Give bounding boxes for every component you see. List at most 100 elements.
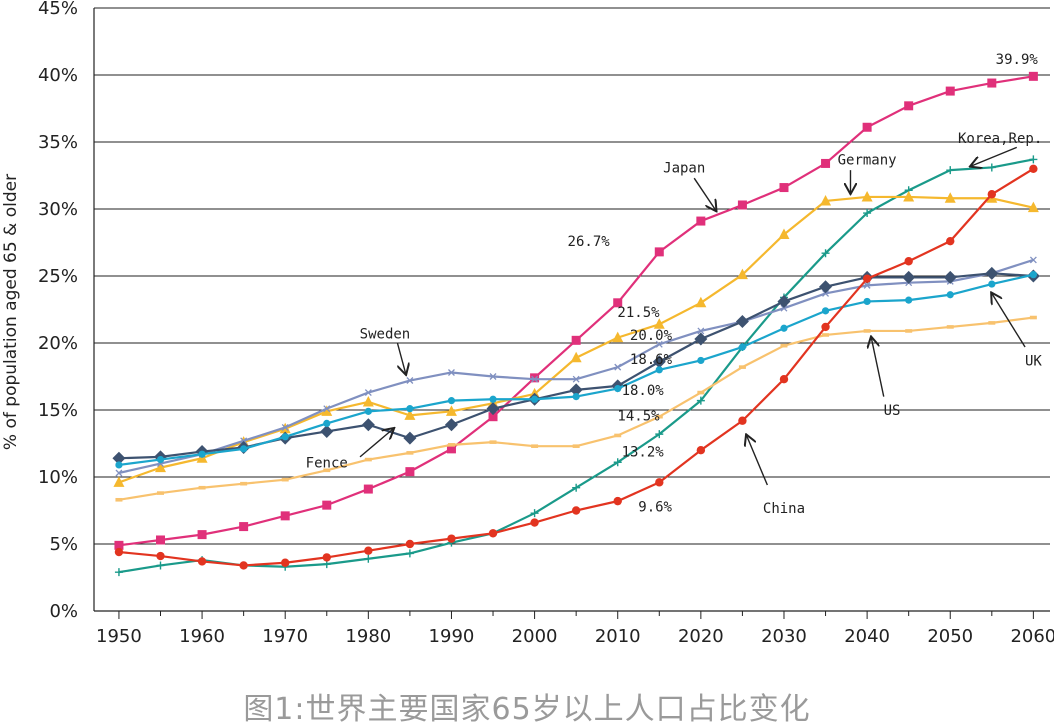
data-point-china bbox=[488, 529, 498, 538]
data-point-us bbox=[697, 390, 705, 395]
data-point-sweden bbox=[1029, 256, 1037, 264]
data-point-japan bbox=[530, 373, 540, 383]
x-tick-label: 2000 bbox=[512, 626, 558, 647]
data-point-uk bbox=[697, 356, 705, 365]
y-tick-label: 25% bbox=[38, 266, 78, 287]
data-point-fence bbox=[361, 418, 375, 432]
data-point-us bbox=[489, 440, 497, 444]
series-china bbox=[114, 164, 1038, 570]
x-tick-label: 2030 bbox=[761, 626, 807, 647]
data-point-japan bbox=[1028, 71, 1038, 81]
value-annotation: 18.6% bbox=[630, 352, 673, 368]
data-point-us bbox=[988, 321, 996, 325]
value-annotation: 9.6% bbox=[638, 499, 672, 515]
data-point-sweden bbox=[115, 469, 123, 477]
data-point-germany bbox=[778, 228, 790, 239]
data-point-germany bbox=[736, 268, 748, 280]
data-point-us bbox=[447, 443, 455, 447]
data-point-sweden bbox=[614, 363, 622, 371]
data-point-us bbox=[863, 329, 871, 333]
data-point-us bbox=[614, 433, 622, 438]
data-point-japan bbox=[363, 484, 373, 494]
series-label-us: US bbox=[884, 403, 901, 419]
data-point-uk bbox=[614, 384, 622, 393]
data-point-uk bbox=[821, 307, 830, 315]
data-point-china bbox=[405, 539, 415, 549]
data-point-uk bbox=[323, 419, 331, 427]
data-point-sweden bbox=[448, 369, 455, 376]
data-point-fence bbox=[569, 383, 583, 397]
data-point-japan bbox=[405, 467, 415, 477]
data-point-korea-rep- bbox=[1029, 155, 1038, 164]
data-point-us bbox=[364, 457, 372, 462]
data-point-us bbox=[531, 444, 539, 448]
data-point-korea-rep- bbox=[364, 554, 373, 563]
x-tick-label: 1960 bbox=[179, 626, 225, 647]
y-tick-label: 5% bbox=[49, 534, 78, 555]
data-point-sweden bbox=[281, 423, 289, 431]
data-point-china bbox=[239, 561, 248, 570]
data-point-sweden bbox=[572, 375, 580, 383]
arrow-fence bbox=[359, 429, 393, 458]
x-tick-label: 1980 bbox=[345, 626, 391, 647]
data-point-china bbox=[364, 546, 373, 555]
x-tick-label: 2040 bbox=[844, 626, 890, 647]
data-point-us bbox=[157, 491, 165, 495]
value-annotation: 13.2% bbox=[622, 445, 665, 461]
data-point-uk bbox=[198, 450, 206, 458]
data-point-us bbox=[115, 497, 123, 502]
y-tick-label: 15% bbox=[38, 400, 78, 421]
x-tick-label: 2060 bbox=[1010, 626, 1054, 647]
data-point-germany bbox=[445, 405, 457, 416]
arrow-uk bbox=[992, 293, 1026, 348]
data-point-uk bbox=[946, 291, 954, 299]
data-point-germany bbox=[695, 296, 707, 308]
data-point-china bbox=[571, 506, 581, 515]
value-annotation: 14.5% bbox=[617, 408, 660, 424]
data-point-sweden bbox=[406, 377, 414, 384]
data-point-us bbox=[655, 414, 663, 419]
data-point-korea-rep- bbox=[655, 430, 664, 439]
annotations-group: 39.9% 26.7% 21.5% 20.0% 18.6% 18.0% 14.5% 13.2%… bbox=[568, 52, 1039, 516]
data-point-uk bbox=[863, 297, 871, 306]
data-point-sweden bbox=[489, 373, 497, 380]
data-point-fence bbox=[652, 355, 666, 369]
series-fence bbox=[112, 266, 1040, 465]
data-point-china bbox=[447, 534, 456, 543]
data-point-fence bbox=[819, 280, 833, 294]
data-point-uk bbox=[364, 407, 372, 415]
data-point-sweden bbox=[697, 327, 705, 335]
data-point-germany bbox=[321, 405, 333, 416]
data-point-sweden bbox=[531, 375, 539, 383]
data-point-korea-rep- bbox=[863, 209, 872, 218]
data-point-japan bbox=[156, 535, 166, 545]
data-point-korea-rep- bbox=[530, 509, 539, 518]
data-point-fence bbox=[985, 266, 999, 280]
data-point-uk bbox=[447, 397, 456, 405]
data-point-us bbox=[1029, 315, 1037, 320]
x-tick-label: 2020 bbox=[678, 626, 724, 647]
data-point-uk bbox=[156, 455, 165, 464]
data-point-fence bbox=[320, 424, 334, 438]
x-axis-ticks: 1950 1960 1970 1980 1990 2000 2010 2020 2030 2040… bbox=[96, 611, 1054, 647]
data-point-fence bbox=[694, 332, 708, 346]
data-point-us bbox=[240, 481, 248, 486]
data-point-germany bbox=[404, 409, 416, 420]
data-point-china bbox=[655, 478, 664, 487]
data-point-japan bbox=[280, 511, 290, 521]
y-tick-label: 35% bbox=[38, 132, 78, 153]
data-point-china bbox=[862, 274, 872, 283]
data-point-china bbox=[779, 374, 789, 384]
series-korea-rep- bbox=[114, 155, 1038, 577]
x-tick-label: 2010 bbox=[595, 626, 641, 647]
data-point-korea-rep- bbox=[613, 458, 622, 467]
series-group bbox=[112, 71, 1040, 577]
y-tick-label: 30% bbox=[38, 199, 78, 220]
y-tick-label: 0% bbox=[49, 601, 78, 622]
arrows-group bbox=[359, 146, 1026, 486]
data-point-uk bbox=[281, 433, 289, 441]
value-annotation: 20.0% bbox=[630, 328, 673, 344]
data-point-germany bbox=[944, 192, 956, 203]
data-point-korea-rep- bbox=[405, 549, 414, 558]
data-point-fence bbox=[403, 431, 417, 445]
